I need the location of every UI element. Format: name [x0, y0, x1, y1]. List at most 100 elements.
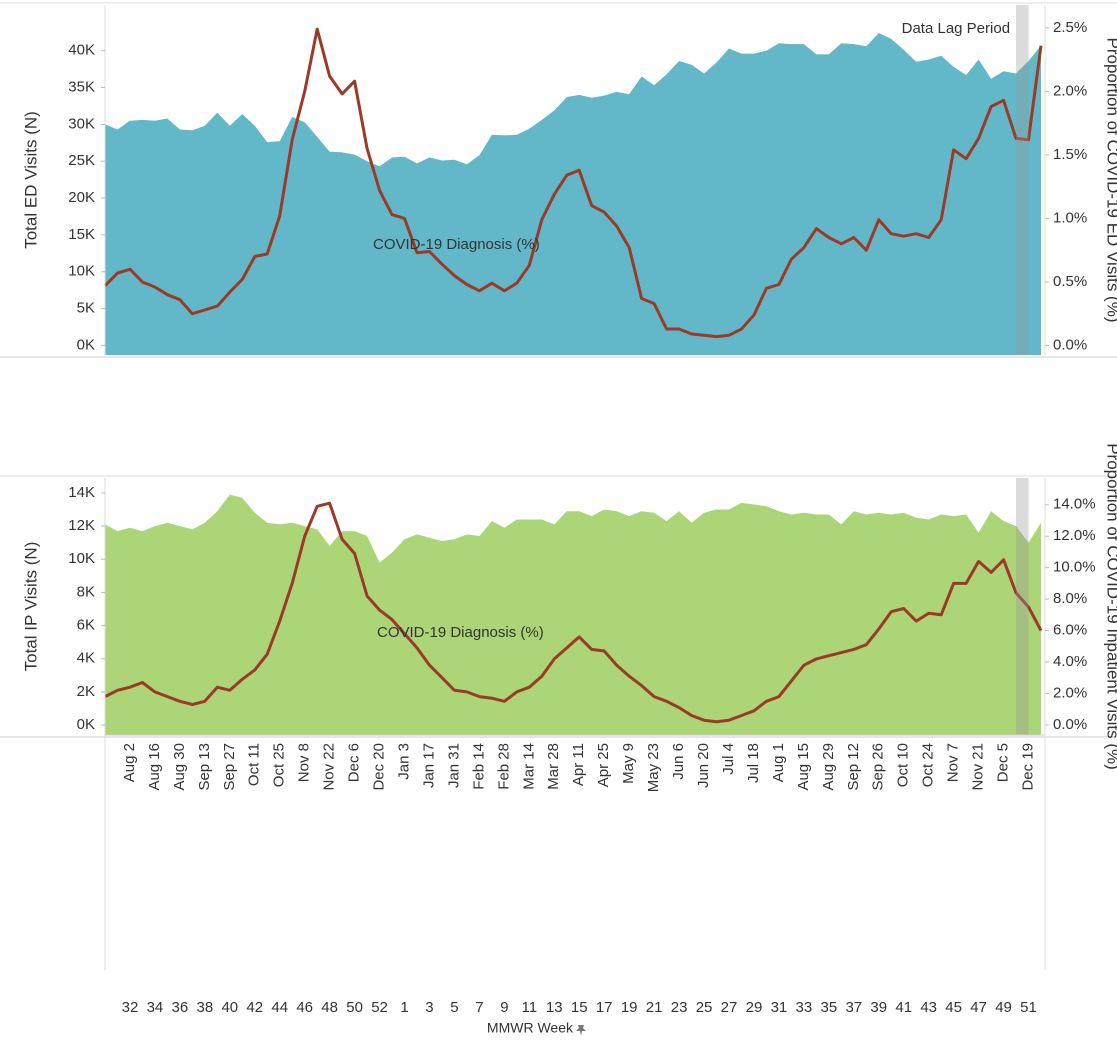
y-tick-label: 35K [68, 78, 95, 95]
x-tick-label: Aug 2 [121, 743, 138, 782]
y-tick-label: 2K [77, 683, 95, 700]
y-tick-label: 25K [68, 152, 95, 169]
x-tick-label: Nov 21 [970, 743, 987, 791]
pin-icon [576, 1025, 586, 1036]
y-tick-label: 5K [77, 300, 95, 317]
week-number-label: 1 [400, 999, 408, 1016]
week-number-label: 23 [671, 999, 688, 1016]
week-number-label: 48 [321, 999, 338, 1016]
x-tick-label: Mar 28 [545, 743, 562, 790]
y-tick-label: 12K [68, 517, 95, 534]
week-number-label: 11 [522, 999, 538, 1016]
y2-tick-label: 12.0% [1053, 527, 1096, 544]
x-tick-label: Sep 26 [870, 743, 887, 791]
series-label: COVID-19 Diagnosis (%) [377, 624, 544, 641]
x-tick-label: Jan 3 [395, 743, 412, 780]
x-tick-label: Dec 20 [371, 743, 388, 791]
x-tick-label: Feb 28 [495, 743, 512, 790]
x-tick-label: Aug 1 [770, 743, 787, 782]
x-tick-label: Jul 4 [720, 743, 737, 775]
y-tick-label: 0K [77, 716, 95, 733]
y-tick-label: 30K [68, 115, 95, 132]
x-tick-label: Apr 25 [595, 743, 612, 787]
y2-tick-label: 14.0% [1053, 496, 1096, 513]
week-number-label: 13 [546, 999, 563, 1016]
x-tick-label: Sep 27 [221, 743, 238, 791]
x-tick-label: May 9 [620, 743, 637, 784]
annotation: Data Lag Period [902, 20, 1010, 37]
y-axis-title: Total ED Visits (N) [21, 111, 40, 249]
x-tick-label: Nov 22 [321, 743, 338, 791]
week-number-label: 49 [995, 999, 1012, 1016]
week-number-label: 36 [172, 999, 189, 1016]
area [105, 494, 1041, 735]
y2-tick-label: 0.5% [1053, 273, 1087, 290]
week-number-label: 9 [500, 999, 508, 1016]
y-tick-label: 20K [68, 189, 95, 206]
week-number-label: 37 [845, 999, 862, 1016]
week-number-label: 27 [721, 999, 738, 1016]
week-number-label: 50 [346, 999, 363, 1016]
y-tick-label: 14K [68, 484, 95, 501]
area [105, 33, 1041, 355]
week-number-label: 5 [450, 999, 458, 1016]
x-tick-label: May 23 [645, 743, 662, 792]
week-number-label: 39 [870, 999, 887, 1016]
x-tick-label: Jul 18 [745, 743, 762, 783]
week-number-label: 44 [271, 999, 288, 1016]
y2-tick-label: 6.0% [1053, 622, 1087, 639]
y-tick-label: 40K [68, 42, 95, 59]
y2-tick-label: 4.0% [1053, 653, 1087, 670]
x-tick-label: Aug 16 [146, 743, 163, 791]
y-tick-label: 15K [68, 226, 95, 243]
x-tick-label: Dec 5 [995, 743, 1012, 782]
line [104, 501, 1043, 724]
week-number-label: 33 [796, 999, 813, 1016]
y2-tick-label: 0.0% [1053, 716, 1087, 733]
week-number-label: 52 [371, 999, 388, 1016]
y2-tick-label: 2.0% [1053, 82, 1087, 99]
x-tick-label: Sep 12 [845, 743, 862, 791]
y-tick-label: 10K [68, 550, 95, 567]
x-tick-label: Oct 10 [895, 743, 912, 787]
week-number-label: 46 [296, 999, 313, 1016]
week-number-label: 43 [920, 999, 937, 1016]
y-tick-label: 4K [77, 650, 95, 667]
y-tick-label: 6K [77, 617, 95, 634]
week-number-label: 38 [196, 999, 213, 1016]
x-tick-label: Dec 19 [1019, 743, 1036, 791]
week-number-label: 32 [122, 999, 139, 1016]
x-tick-label: Oct 24 [920, 743, 937, 787]
series-label: COVID-19 Diagnosis (%) [373, 236, 540, 253]
x-tick-label: Aug 15 [795, 743, 812, 791]
y2-tick-label: 1.0% [1053, 209, 1087, 226]
y2-tick-label: 8.0% [1053, 590, 1087, 607]
x-tick-label: Nov 8 [296, 743, 313, 782]
week-number-label: 21 [646, 999, 663, 1016]
week-number-label: 7 [475, 999, 483, 1016]
week-number-label: 42 [246, 999, 263, 1016]
week-number-label: 47 [970, 999, 987, 1016]
week-number-label: 41 [895, 999, 912, 1016]
x-tick-label: Aug 29 [820, 743, 837, 791]
x-tick-label: Nov 7 [945, 743, 962, 782]
week-number-label: 15 [571, 999, 588, 1016]
week-number-label: 31 [771, 999, 788, 1016]
x-tick-label: Jan 17 [420, 743, 437, 788]
x-tick-label: Jun 20 [695, 743, 712, 788]
x-tick-label: Jan 31 [445, 743, 462, 788]
x-tick-label: Mar 14 [520, 743, 537, 790]
week-number-label: 40 [221, 999, 238, 1016]
y2-tick-label: 2.0% [1053, 684, 1087, 701]
x-tick-label: Sep 13 [196, 743, 213, 791]
y2-tick-label: 10.0% [1053, 559, 1096, 576]
x-tick-label: Oct 11 [246, 743, 263, 786]
week-number-label: 45 [945, 999, 962, 1016]
x-tick-label: Feb 14 [470, 743, 487, 790]
week-number-label: 3 [425, 999, 433, 1016]
week-number-label: 34 [147, 999, 164, 1016]
data-lag-band [1016, 478, 1029, 735]
week-number-label: 25 [696, 999, 713, 1016]
y2-axis-title: Proportion of COVID-19 ED Visits (%) [1104, 38, 1117, 323]
